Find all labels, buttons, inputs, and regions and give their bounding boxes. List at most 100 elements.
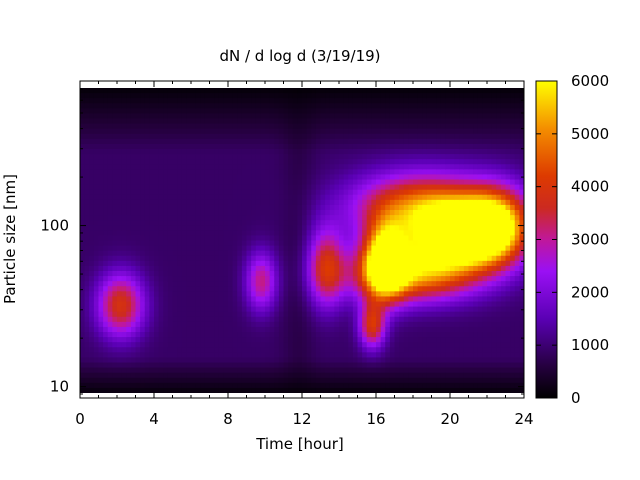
heatmap-cell [454, 128, 460, 135]
heatmap-cell [454, 362, 460, 369]
heatmap-cell [251, 220, 257, 226]
heatmap-cell [200, 154, 206, 160]
heatmap-cell [320, 255, 326, 262]
heatmap-cell [366, 337, 372, 343]
heatmap-cell [181, 103, 187, 109]
heatmap-cell [288, 118, 294, 125]
heatmap-cell [135, 362, 141, 369]
heatmap-cell [149, 382, 155, 389]
heatmap-cell [288, 88, 294, 94]
heatmap-cell [459, 296, 465, 303]
heatmap-cell [163, 240, 169, 247]
heatmap-cell [389, 210, 396, 216]
heatmap-cell [339, 184, 345, 191]
heatmap-cell [237, 113, 243, 120]
heatmap-cell [376, 357, 382, 364]
heatmap-cell [306, 138, 312, 145]
heatmap-cell [112, 362, 118, 369]
heatmap-cell [389, 377, 396, 384]
heatmap-cell [140, 321, 146, 328]
heatmap-cell [158, 291, 164, 298]
heatmap-cell [204, 159, 211, 165]
heatmap-cell [417, 169, 423, 176]
heatmap-cell [306, 210, 312, 216]
heatmap-cell [348, 311, 354, 318]
heatmap-cell [278, 108, 285, 115]
heatmap-cell [93, 240, 100, 247]
heatmap-cell [255, 113, 261, 120]
heatmap-cell [408, 93, 414, 99]
heatmap-cell [445, 337, 451, 343]
heatmap-cell [278, 98, 285, 104]
heatmap-cell [80, 123, 86, 130]
heatmap-cell [278, 118, 285, 125]
heatmap-cell [380, 189, 386, 196]
heatmap-cell [84, 88, 90, 94]
heatmap-cell [163, 352, 169, 359]
heatmap-cell [334, 204, 340, 211]
heatmap-cell [302, 337, 308, 343]
heatmap-cell [311, 347, 317, 353]
heatmap-cell [385, 230, 391, 237]
heatmap-cell [80, 118, 86, 125]
heatmap-cell [195, 301, 201, 308]
heatmap-cell [241, 108, 248, 115]
heatmap-cell [260, 184, 266, 191]
heatmap-cell [251, 128, 257, 135]
heatmap-cell [352, 154, 359, 160]
heatmap-cell [436, 103, 442, 109]
heatmap-cell [93, 367, 100, 374]
heatmap-cell [366, 220, 372, 226]
heatmap-cell [218, 306, 224, 313]
heatmap-cell [292, 179, 298, 186]
heatmap-cell [408, 260, 414, 267]
heatmap-cell [228, 332, 234, 338]
heatmap-cell [177, 133, 183, 140]
heatmap-cell [135, 210, 141, 216]
heatmap-cell [200, 311, 206, 318]
heatmap-cell [121, 103, 127, 109]
heatmap-cell [348, 332, 354, 338]
heatmap-cell [103, 235, 109, 242]
heatmap-cell [84, 154, 90, 160]
heatmap-cell [274, 352, 280, 359]
heatmap-cell [89, 321, 95, 328]
heatmap-cell [237, 326, 243, 333]
heatmap-cell [98, 367, 104, 374]
heatmap-cell [311, 321, 317, 328]
heatmap-cell [112, 149, 118, 155]
heatmap-cell [181, 235, 187, 242]
heatmap-cell [417, 118, 423, 125]
heatmap-cell [463, 138, 470, 145]
heatmap-cell [306, 194, 312, 201]
heatmap-cell [422, 98, 428, 104]
heatmap-cell [93, 93, 100, 99]
heatmap-cell [450, 321, 456, 328]
heatmap-cell [126, 154, 132, 160]
heatmap-cell [297, 281, 303, 287]
heatmap-cell [181, 271, 187, 277]
heatmap-cell [204, 103, 211, 109]
heatmap-cell [357, 296, 363, 303]
heatmap-cell [218, 220, 224, 226]
heatmap-cell [140, 118, 146, 125]
heatmap-cell [450, 286, 456, 292]
heatmap-cell [154, 199, 160, 206]
heatmap-cell [112, 103, 118, 109]
heatmap-cell [389, 235, 396, 242]
heatmap-cell [98, 149, 104, 155]
heatmap-cell [255, 143, 261, 150]
heatmap-cell [223, 286, 229, 292]
heatmap-cell [315, 98, 322, 104]
heatmap-cell [84, 174, 90, 181]
heatmap-cell [241, 276, 248, 282]
heatmap-cell [246, 93, 252, 99]
heatmap-cell [413, 276, 419, 282]
heatmap-cell [84, 118, 90, 125]
heatmap-cell [163, 169, 169, 176]
heatmap-cell [93, 143, 100, 150]
heatmap-cell [112, 296, 118, 303]
heatmap-cell [288, 326, 294, 333]
heatmap-cell [126, 321, 132, 328]
heatmap-cell [140, 255, 146, 262]
